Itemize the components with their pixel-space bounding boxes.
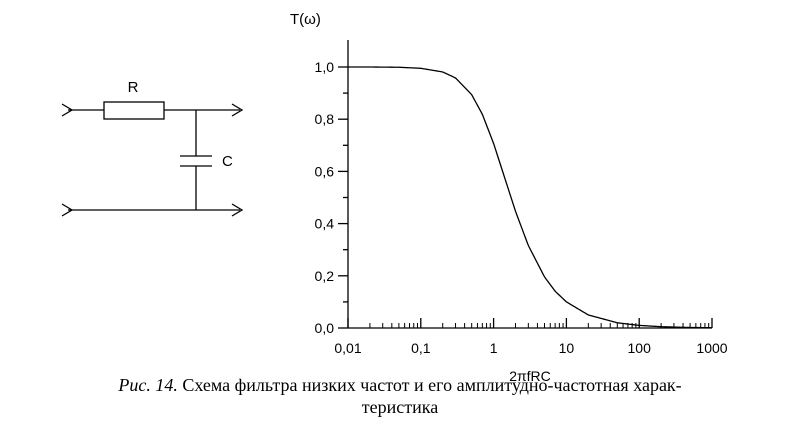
caption-prefix: Рис. 14. [118, 375, 178, 395]
y-tick-label: 0,4 [315, 216, 335, 232]
figure-caption: Рис. 14. Схема фильтра низких частот и е… [0, 374, 800, 418]
x-tick-label: 100 [628, 340, 652, 356]
lowpass-filter-schematic [61, 101, 244, 217]
output-arrow-bottom [231, 203, 244, 217]
x-tick-label: 1 [490, 340, 498, 356]
resistor-symbol [103, 101, 165, 120]
frequency-response-chart: 0,0 0,2 0,4 0,6 0,8 1,0 0,01 0,1 1 10 100 1000 T(ω… [290, 11, 728, 384]
y-tick-label: 0,0 [315, 320, 335, 336]
x-axis-label: 2πfRC [509, 368, 551, 384]
capacitor-label: C [222, 153, 233, 170]
series-line [348, 66, 713, 329]
x-tick-label: 0,01 [334, 340, 361, 356]
y-tick-label: 0,8 [315, 111, 335, 127]
resistor-label: R [128, 79, 139, 96]
y-axis-label: T(ω) [290, 11, 321, 28]
x-tick-label: 0,1 [411, 340, 431, 356]
y-tick-label: 0,6 [315, 163, 335, 179]
caption-line1: Схема фильтра низких частот и его амплит… [177, 375, 682, 395]
output-arrow-top [231, 103, 244, 117]
caption-line2: теристика [361, 397, 439, 417]
x-tick-label: 10 [559, 340, 575, 356]
x-tick-label: 1000 [696, 340, 727, 356]
y-tick-label: 1,0 [315, 59, 335, 75]
y-tick-label: 0,2 [315, 268, 335, 284]
